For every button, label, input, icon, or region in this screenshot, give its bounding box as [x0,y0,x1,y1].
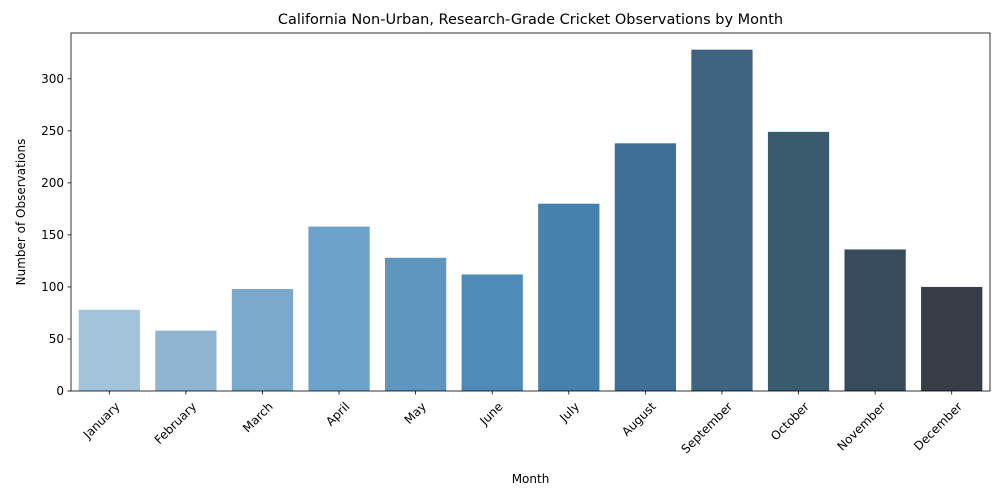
bar-february [155,330,217,391]
bar-november [844,249,906,391]
x-tick-label-july: July [556,399,582,425]
x-axis-title: Month [512,472,550,486]
chart-title: California Non-Urban, Research-Grade Cri… [278,12,783,28]
y-tick-label: 200 [41,176,64,190]
axes-group: 0 50 100 150 200 250 300 January February March Ap… [41,32,991,456]
y-axis-title: Number of Observations [14,139,28,286]
bar-july [538,203,600,391]
bar-april [308,226,370,391]
bar-january [78,309,140,391]
bar-august [614,143,677,391]
y-tick-label: 100 [41,280,64,294]
x-tick-label-june: June [476,399,505,428]
bar-may [384,257,447,391]
x-tick-label-december: December [911,399,965,453]
bars-group [78,49,983,392]
y-tick-label: 50 [49,332,64,346]
y-tick-label: 250 [41,124,64,138]
y-tick-label: 150 [41,228,64,242]
x-tick-label-september: September [678,399,735,456]
x-tick-label-november: November [834,399,888,453]
y-tick-label: 300 [41,72,64,86]
bar-december [921,286,983,391]
plot-frame [70,32,991,392]
x-tick-label-january: January [80,399,123,442]
bar-september [691,49,753,392]
x-tick-label-august: August [619,399,659,439]
bar-june [461,274,523,391]
x-tick-label-april: April [323,399,352,428]
y-tick-label: 0 [56,384,64,398]
x-tick-label-february: February [152,399,200,447]
x-tick-label-may: May [402,399,429,426]
x-tick-label-october: October [768,399,812,443]
x-tick-label-march: March [240,399,276,435]
bar-march [231,289,294,391]
bar-october [767,131,830,391]
